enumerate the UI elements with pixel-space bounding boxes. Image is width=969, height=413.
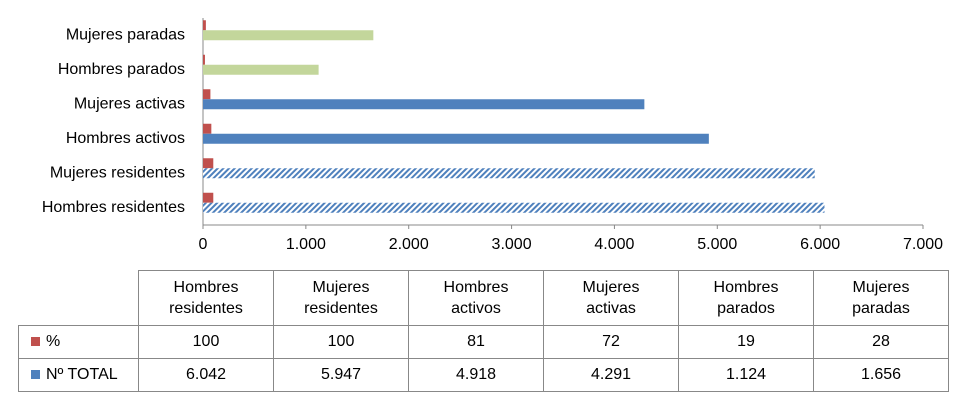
bar	[203, 133, 709, 144]
x-tick-label: 3.000	[492, 236, 532, 253]
x-tick-label: 1.000	[286, 236, 326, 253]
data-table: Hombres residentes Mujeres residentes Homb…	[18, 270, 949, 392]
legend-label: %	[46, 333, 61, 350]
bar	[203, 20, 206, 31]
table-column-header: Hombres activos	[408, 270, 544, 326]
table-cell: 72	[543, 325, 679, 359]
bar	[203, 30, 374, 41]
table-row: % 100 100 81 72 19 28	[18, 325, 949, 359]
y-tick-label: Hombres residentes	[42, 199, 185, 216]
table-cell: 6.042	[138, 358, 274, 392]
table-column-header: Mujeres activas	[543, 270, 679, 326]
table-cell: 1.656	[813, 358, 949, 392]
table-column-header: Hombres residentes	[138, 270, 274, 326]
bar	[203, 168, 815, 179]
y-tick-label: Mujeres activas	[74, 95, 185, 112]
x-tick-label: 4.000	[594, 236, 634, 253]
table-column-header: Mujeres residentes	[273, 270, 409, 326]
x-tick-label: 2.000	[389, 236, 429, 253]
x-tick-label: 6.000	[800, 236, 840, 253]
table-cell: 4.918	[408, 358, 544, 392]
y-tick-label: Hombres activos	[66, 130, 185, 147]
table-cell: 81	[408, 325, 544, 359]
y-tick-label: Mujeres residentes	[50, 164, 185, 181]
legend-entry: Nº TOTAL	[18, 358, 139, 392]
bar	[203, 89, 211, 100]
legend-entry: %	[18, 325, 139, 359]
table-cell: 100	[273, 325, 409, 359]
y-tick-label: Hombres parados	[58, 61, 185, 78]
bar	[203, 158, 214, 169]
x-tick-label: 5.000	[697, 236, 737, 253]
bar	[203, 202, 825, 213]
bar	[203, 64, 319, 75]
table-column-header: Hombres parados	[678, 270, 814, 326]
bar	[203, 192, 214, 203]
legend-swatch	[31, 337, 40, 347]
table-cell: 28	[813, 325, 949, 359]
legend-swatch	[31, 370, 40, 380]
table-cell: 4.291	[543, 358, 679, 392]
table-cell: 100	[138, 325, 274, 359]
x-tick-label: 7.000	[903, 236, 943, 253]
table-header-row: Hombres residentes Mujeres residentes Homb…	[18, 270, 949, 326]
bar	[203, 54, 205, 65]
bar	[203, 99, 645, 110]
table-cell: 19	[678, 325, 814, 359]
table-cell: 5.947	[273, 358, 409, 392]
table-column-header: Mujeres paradas	[813, 270, 949, 326]
table-corner	[18, 270, 139, 326]
x-tick-label: 0	[199, 236, 208, 253]
y-tick-label: Mujeres paradas	[66, 26, 185, 43]
table-cell: 1.124	[678, 358, 814, 392]
bar	[203, 123, 212, 134]
legend-label: Nº TOTAL	[46, 366, 118, 383]
table-row: Nº TOTAL 6.042 5.947 4.918 4.291 1.124 1.656	[18, 358, 949, 392]
